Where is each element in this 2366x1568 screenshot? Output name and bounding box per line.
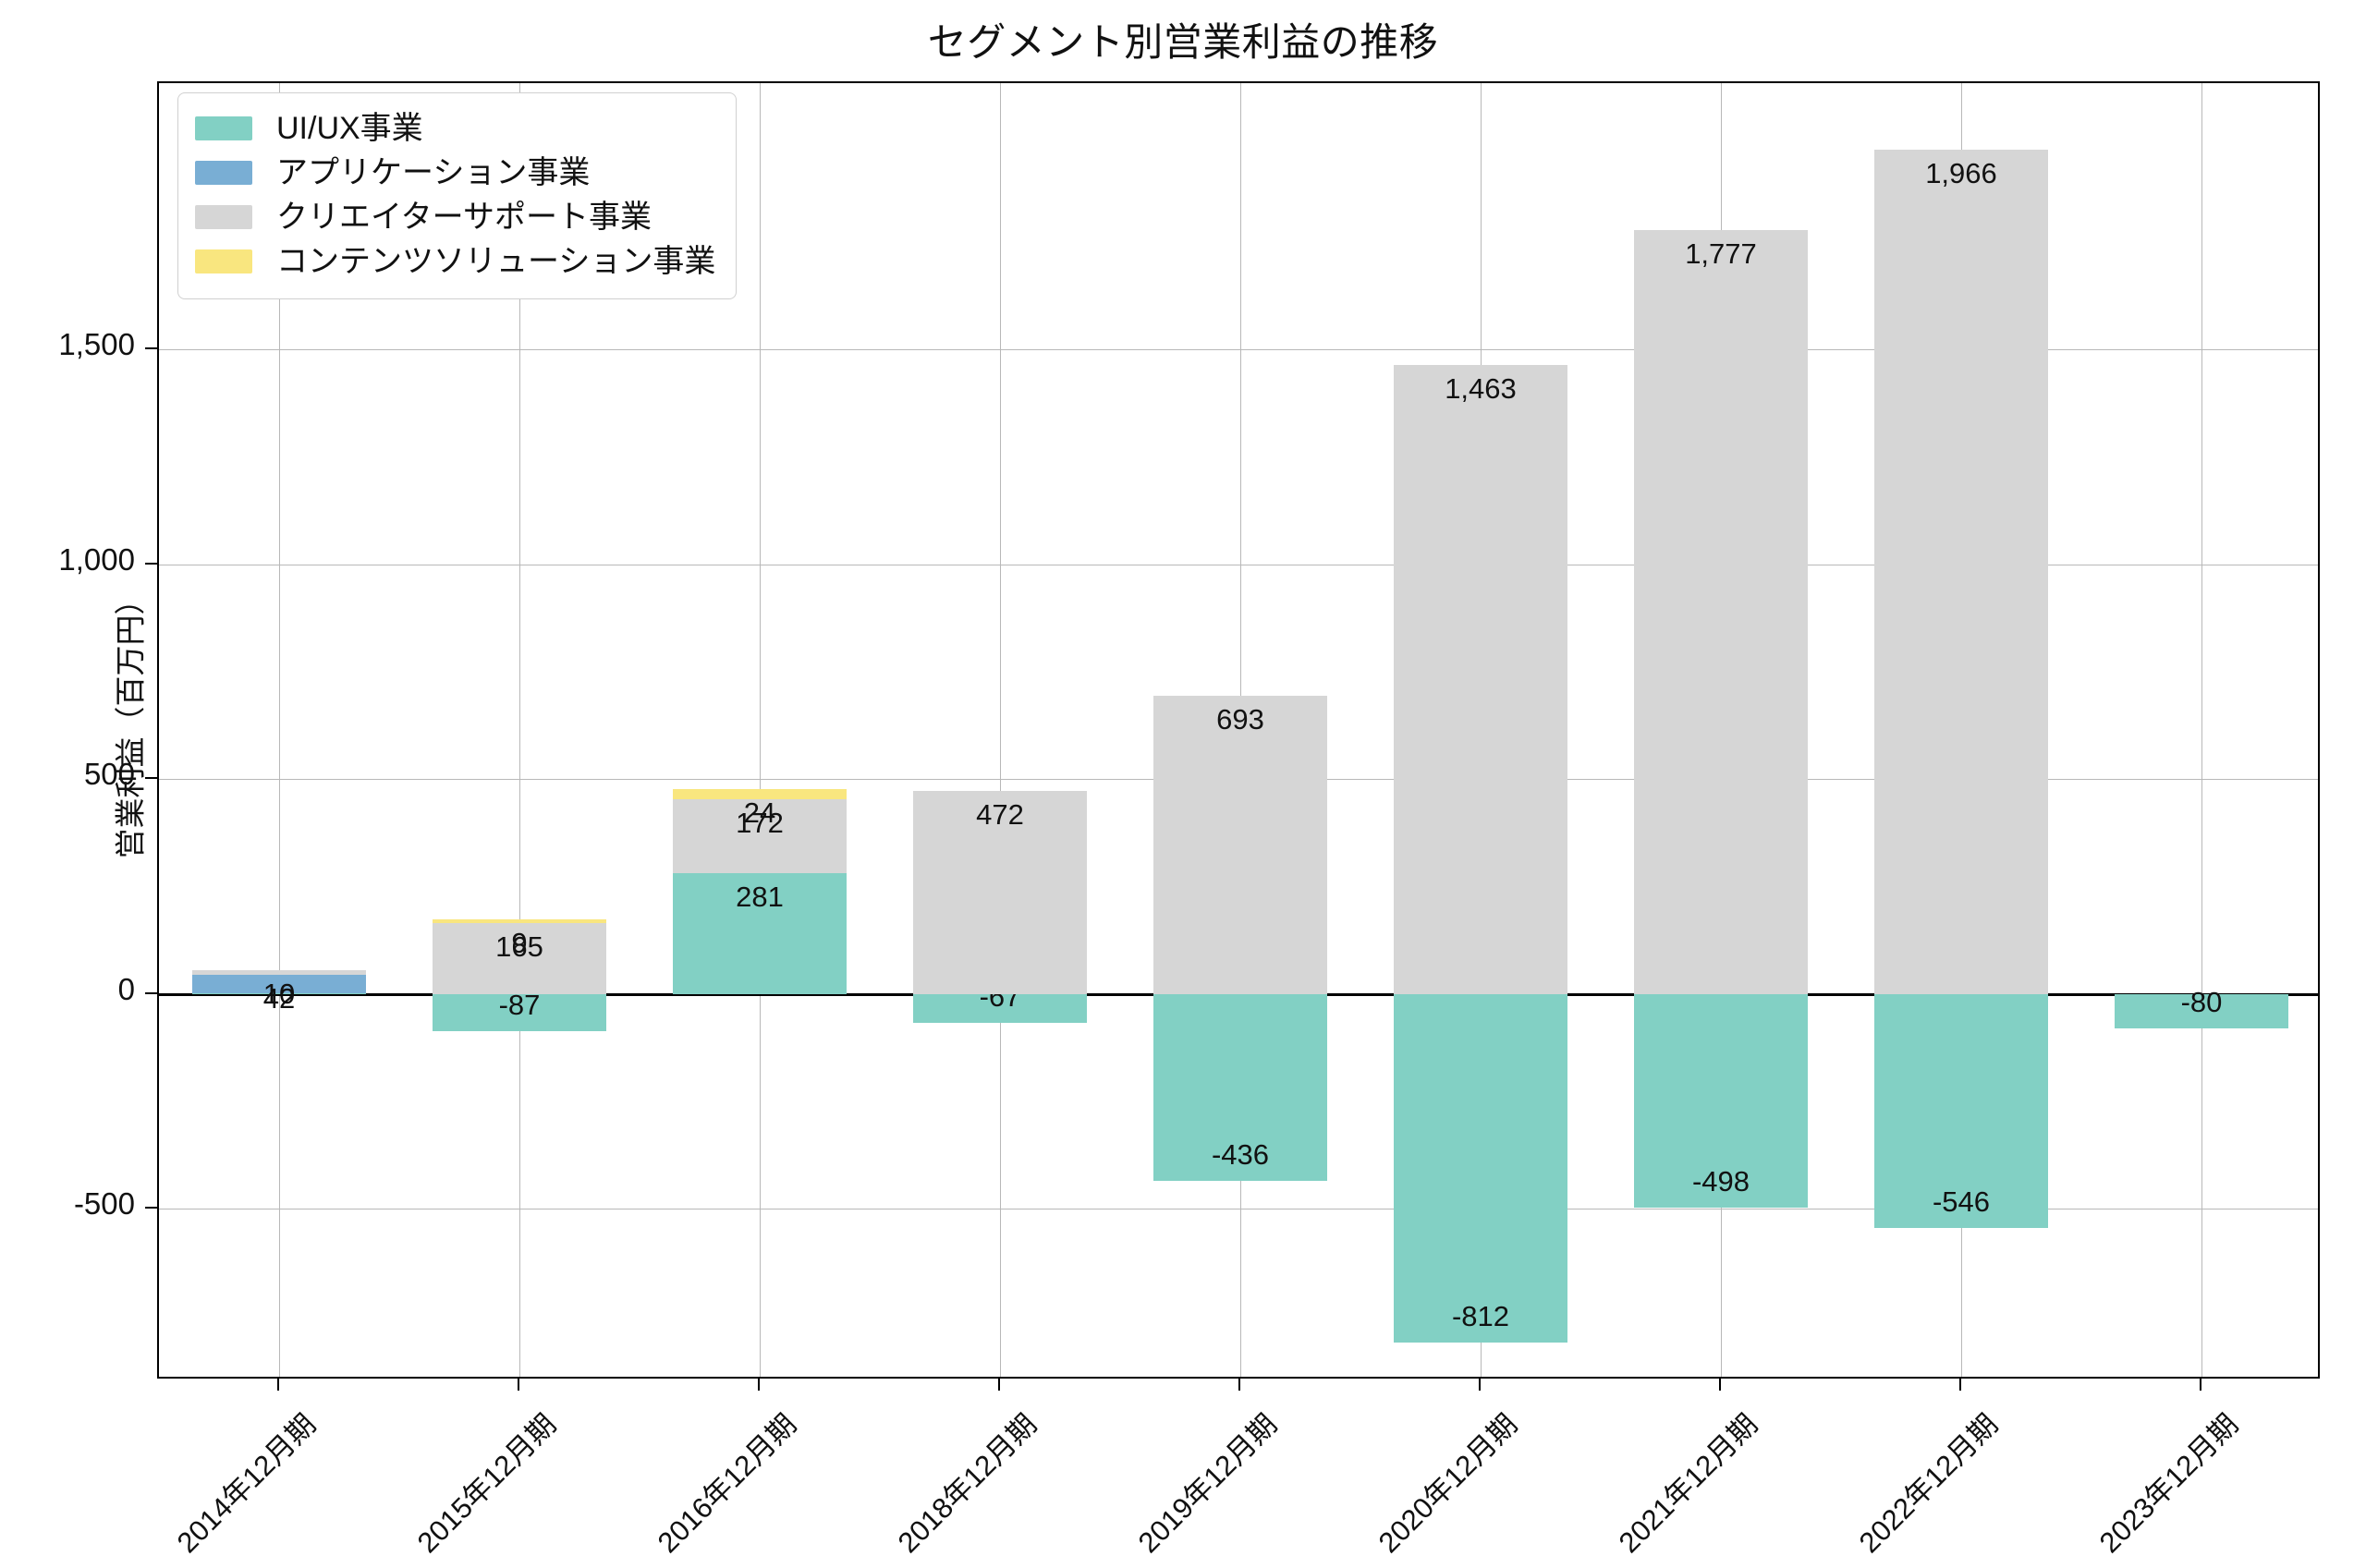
gridline-vertical: [1000, 83, 1001, 1377]
y-axis-tick-mark: [145, 777, 157, 780]
y-axis-tick-label: 0: [117, 971, 135, 1006]
legend-swatch-icon: [195, 249, 252, 273]
bar-segment[interactable]: [2115, 993, 2288, 1028]
y-axis-tick-mark: [145, 562, 157, 565]
legend-swatch-icon: [195, 161, 252, 185]
x-axis-tick-mark: [1238, 1379, 1240, 1391]
bar-segment[interactable]: [913, 791, 1087, 994]
legend-swatch-icon: [195, 205, 252, 229]
x-axis-tick-label: 2016年12月期: [651, 1407, 803, 1560]
x-axis-tick-label: 2023年12月期: [2092, 1407, 2245, 1560]
legend-item-label: クリエイターサポート事業: [276, 200, 652, 235]
y-axis-tick-mark: [145, 347, 157, 350]
bar-segment[interactable]: [1874, 149, 2048, 994]
x-axis-tick-mark: [758, 1379, 760, 1391]
bar-segment[interactable]: [433, 993, 606, 1032]
legend-item[interactable]: クリエイターサポート事業: [195, 195, 715, 239]
legend-swatch-icon: [195, 116, 252, 140]
legend-item[interactable]: UI/UX事業: [195, 106, 715, 151]
x-axis-tick-label: 2020年12月期: [1372, 1407, 1524, 1560]
bar-segment[interactable]: [673, 788, 847, 799]
x-axis-tick-mark: [1959, 1379, 1961, 1391]
bar-segment[interactable]: [1394, 365, 1567, 994]
plot-area: 42 10 -87 165 9 281 172 24 -67 472 -436 693 -812 1,46…: [157, 81, 2320, 1379]
bar-segment[interactable]: [673, 872, 847, 994]
bar-segment[interactable]: [1153, 993, 1327, 1182]
bar-segment[interactable]: [913, 993, 1087, 1023]
x-axis-tick-mark: [2200, 1379, 2201, 1391]
y-axis-tick-label: -500: [73, 1186, 135, 1222]
bar-segment[interactable]: [1634, 230, 1808, 994]
gridline-vertical: [2201, 83, 2202, 1377]
bar-segment[interactable]: [1394, 993, 1567, 1343]
legend-item-label: UI/UX事業: [276, 111, 423, 146]
x-axis-tick-label: 2019年12月期: [1131, 1407, 1284, 1560]
x-axis-tick-mark: [1479, 1379, 1481, 1391]
chart-title: セグメント別営業利益の推移: [927, 20, 1439, 64]
x-axis-tick-mark: [998, 1379, 1000, 1391]
chart-legend: UI/UX事業アプリケーション事業クリエイターサポート事業コンテンツソリューショ…: [177, 92, 738, 299]
x-axis-tick-mark: [518, 1379, 519, 1391]
x-axis-tick-label: 2014年12月期: [170, 1407, 323, 1560]
y-axis-tick-mark: [145, 1207, 157, 1209]
bar-segment[interactable]: [192, 975, 366, 993]
y-axis-tick-label: 1,500: [58, 327, 135, 362]
gridline-vertical: [760, 83, 761, 1377]
bar-segment[interactable]: [433, 918, 606, 923]
bar-segment[interactable]: [673, 798, 847, 873]
x-axis-tick-label: 2018年12月期: [891, 1407, 1043, 1560]
gridline-horizontal: [159, 349, 2318, 351]
legend-item[interactable]: アプリケーション事業: [195, 151, 715, 195]
bar-segment[interactable]: [1634, 993, 1808, 1209]
legend-item-label: アプリケーション事業: [276, 155, 591, 190]
y-axis-tick-label: 1,000: [58, 541, 135, 577]
bar-segment[interactable]: [192, 992, 366, 994]
legend-item-label: コンテンツソリューション事業: [276, 244, 716, 279]
y-axis-tick-mark: [145, 991, 157, 994]
x-axis-tick-label: 2021年12月期: [1612, 1407, 1764, 1560]
x-axis-tick-mark: [1719, 1379, 1721, 1391]
x-axis-tick-label: 2015年12月期: [410, 1407, 563, 1560]
x-axis-tick-mark: [277, 1379, 279, 1391]
bar-segment[interactable]: [1874, 993, 2048, 1229]
legend-item[interactable]: コンテンツソリューション事業: [195, 239, 715, 284]
x-axis-tick-label: 2022年12月期: [1852, 1407, 2005, 1560]
gridline-vertical: [279, 83, 280, 1377]
plot-inner: 42 10 -87 165 9 281 172 24 -67 472 -436 693 -812 1,46…: [159, 83, 2318, 1377]
gridline-vertical: [519, 83, 520, 1377]
bar-segment[interactable]: [433, 922, 606, 994]
y-axis-tick-label: 500: [83, 757, 135, 792]
y-axis-title: 営業利益（百万円）: [113, 584, 148, 859]
bar-segment[interactable]: [1153, 696, 1327, 994]
bar-segment[interactable]: [192, 970, 366, 976]
